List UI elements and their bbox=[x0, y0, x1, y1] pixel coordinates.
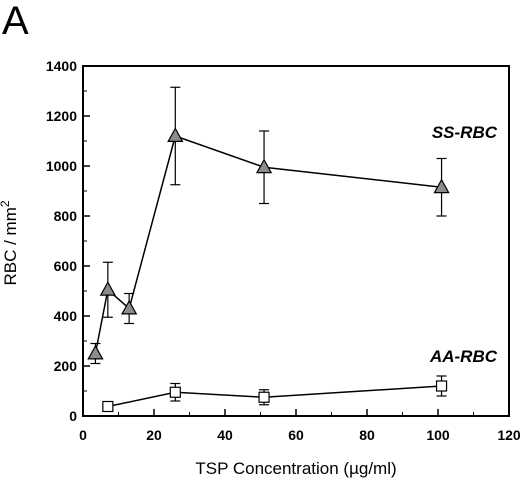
x-tick-label: 40 bbox=[217, 427, 233, 443]
series-layer bbox=[87, 86, 450, 413]
data-point-ss-rbc bbox=[87, 344, 104, 360]
y-tick-label: 400 bbox=[54, 308, 78, 324]
y-tick-label: 1000 bbox=[46, 158, 77, 174]
series-label-aa-rbc: AA-RBC bbox=[429, 347, 498, 366]
y-tick-label: 1200 bbox=[46, 108, 77, 124]
y-tick-label: 800 bbox=[54, 208, 78, 224]
data-point-ss-rbc bbox=[255, 158, 273, 174]
x-tick-label: 80 bbox=[359, 427, 375, 443]
series-line-aa-rbc bbox=[107, 385, 442, 408]
y-tick-label: 0 bbox=[69, 408, 77, 424]
data-point-aa-rbc bbox=[435, 380, 448, 392]
data-point-ss-rbc bbox=[121, 299, 138, 315]
y-tick-label: 600 bbox=[54, 258, 78, 274]
y-tick-label: 200 bbox=[54, 358, 78, 374]
y-axis-title-superscript: 2 bbox=[0, 200, 12, 207]
data-point-ss-rbc bbox=[99, 281, 116, 296]
x-axis-ticks: 0 20 40 60 80 100 120 bbox=[79, 409, 520, 443]
x-axis-title: TSP Concentration (µg/ml) bbox=[195, 459, 396, 478]
x-tick-label: 0 bbox=[79, 427, 87, 443]
data-point-aa-rbc bbox=[102, 400, 114, 413]
x-tick-label: 60 bbox=[288, 427, 304, 443]
x-tick-label: 120 bbox=[497, 427, 520, 443]
y-tick-label: 1400 bbox=[46, 58, 77, 74]
y-axis-title-main: RBC / mm bbox=[1, 207, 20, 285]
data-point-ss-rbc bbox=[167, 127, 184, 142]
series-aa-rbc bbox=[102, 375, 448, 413]
series-ss-rbc bbox=[87, 86, 450, 365]
panel-letter: A bbox=[2, 0, 29, 43]
y-axis-title: RBC / mm2 bbox=[0, 200, 20, 285]
data-point-ss-rbc bbox=[433, 178, 450, 194]
y-axis-ticks: 0 200 400 600 800 1000 1200 1400 bbox=[46, 58, 90, 424]
x-tick-label: 100 bbox=[426, 427, 450, 443]
x-tick-label: 20 bbox=[146, 427, 162, 443]
data-point-aa-rbc bbox=[169, 386, 181, 398]
series-line-ss-rbc bbox=[94, 135, 442, 354]
series-label-ss-rbc: SS-RBC bbox=[432, 123, 498, 142]
data-point-aa-rbc bbox=[258, 391, 270, 403]
